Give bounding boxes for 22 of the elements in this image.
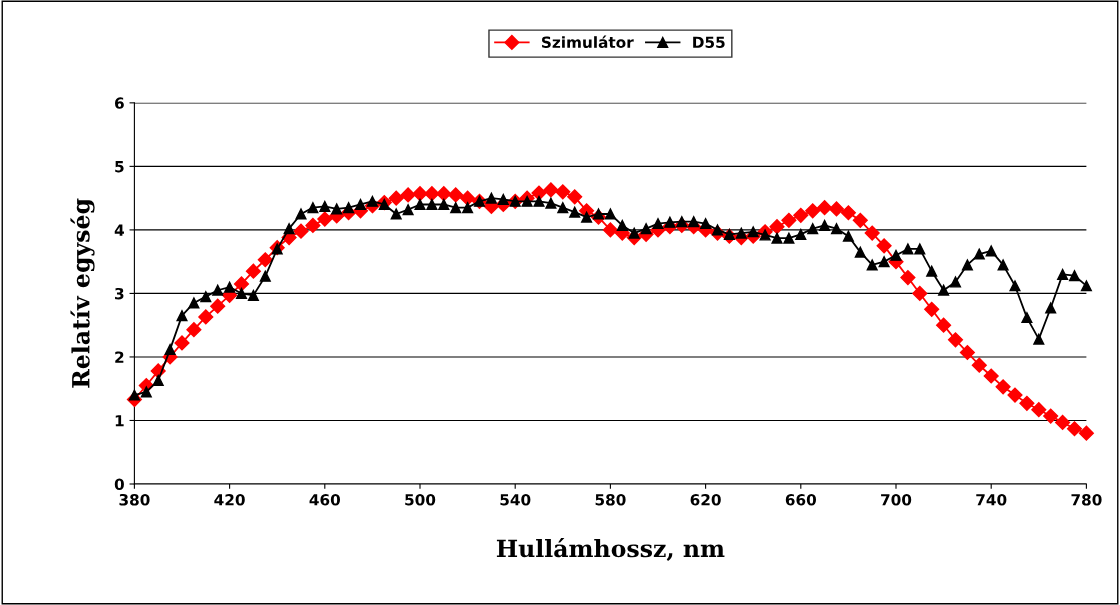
x-tick-label: 420 — [214, 493, 245, 506]
x-tick-label: 740 — [976, 493, 1007, 506]
y-tick-label: 4 — [114, 224, 124, 236]
x-tick-label: 660 — [785, 493, 817, 506]
y-tick-label: 1 — [115, 415, 124, 427]
x-tick-label: 500 — [405, 493, 436, 506]
x-axis-title: Hullámhossz, nm — [496, 538, 725, 561]
y-tick-label: 5 — [115, 161, 124, 173]
x-tick-label: 620 — [690, 493, 721, 506]
legend-label: D55 — [693, 36, 725, 49]
x-tick-label: 460 — [309, 493, 341, 506]
x-tick-label: 540 — [500, 493, 531, 506]
y-tick-label: 2 — [115, 351, 124, 363]
y-tick-label: 0 — [114, 478, 124, 491]
y-tick-label: 6 — [115, 97, 124, 109]
legend-label: Szimulátor — [542, 35, 634, 49]
x-tick-label: 780 — [1071, 493, 1102, 506]
y-axis-title: Relatív egység — [70, 198, 95, 388]
x-tick-label: 700 — [881, 493, 912, 506]
x-tick-label: 380 — [119, 493, 150, 506]
y-tick-label: 3 — [115, 287, 124, 300]
x-tick-label: 580 — [595, 493, 626, 506]
